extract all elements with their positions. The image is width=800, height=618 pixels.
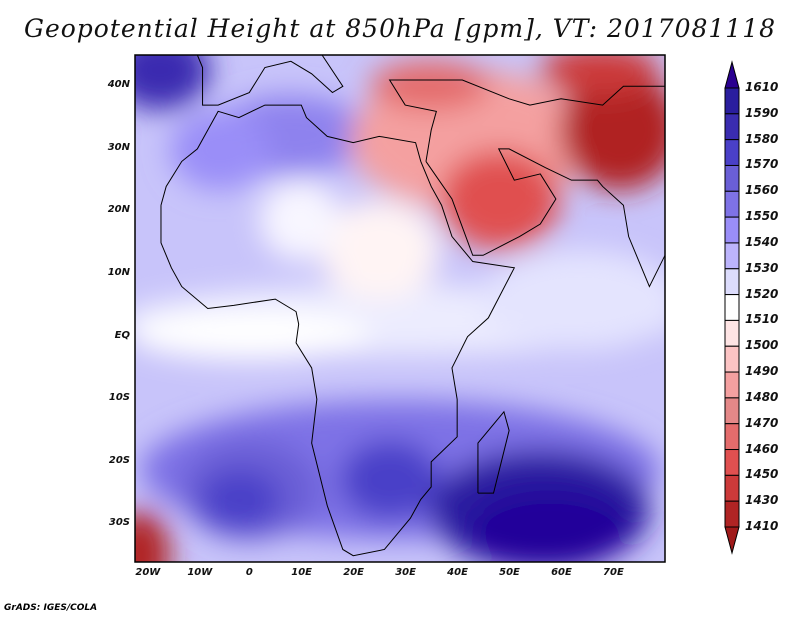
lon-label: 40E [447,567,468,578]
colorbar-swatch [724,423,740,451]
lat-label: 20S [108,454,130,466]
lat-label: 20N [107,204,130,216]
lat-label: 30S [108,517,130,529]
lat-label: 40N [107,79,130,91]
colorbar-label: 1460 [745,441,779,456]
colorbar-swatch [724,319,740,347]
colorbar-label: 1520 [745,286,779,301]
height-field [135,55,665,562]
colorbar-swatch [724,139,740,166]
colorbar-swatch [724,242,740,270]
colorbar-label: 1510 [745,312,779,327]
colorbar-swatch [724,345,740,373]
lat-label: 30N [107,141,130,153]
colorbar-swatch [724,371,740,399]
coastline [477,410,510,494]
colorbar-label: 1580 [745,131,779,146]
colorbar-label: 1570 [745,157,779,172]
colorbar-label: 1480 [745,389,779,404]
colorbar-label: 1610 [745,80,779,94]
map-title: Geopotential Height at 850hPa [gpm], VT:… [23,14,777,43]
colorbar-label: 1490 [745,364,779,379]
map-frame [134,54,666,563]
coastline [160,104,516,557]
colorbar-swatch [724,474,740,502]
lon-label: 10W [187,567,213,578]
colorbar-label: 1540 [745,234,779,249]
colorbar-label: 1590 [745,105,779,120]
lon-label: 30E [395,567,416,578]
lat-label: EQ [114,329,130,341]
lon-label: 70E [603,567,624,578]
colorbar-swatch [724,294,740,321]
lon-label: 10E [291,567,313,578]
colorbar-label: 1560 [745,183,779,198]
colorbar-label: 1530 [745,260,779,275]
lat-label: 10N [107,267,130,279]
lon-label: 50E [499,567,520,578]
colorbar-swatch [724,113,740,141]
colorbar-swatch [724,500,740,528]
colorbar-swatch [724,164,740,192]
colorbar-top-arrow [724,60,740,89]
lon-label: 60E [551,567,572,578]
colorbar-label: 1450 [745,467,779,482]
colorbar-swatch [724,216,740,244]
colorbar-bottom-arrow [724,526,740,555]
colorbar-swatch [724,268,740,296]
colorbar-swatch [724,449,740,476]
colorbar-label: 1550 [745,209,779,224]
credit-text: GrADS: IGES/COLA [4,603,98,613]
colorbar-label: 1410 [745,519,779,533]
lon-label: 20E [343,567,364,578]
colorbar [724,60,740,555]
colorbar-label: 1430 [745,493,779,508]
colorbar-swatch [724,190,740,218]
lon-label: 20W [135,567,161,578]
lat-label: 10S [108,392,130,404]
coastline [388,79,665,162]
colorbar-swatch [724,397,740,425]
colorbar-label: 1500 [745,338,779,353]
coastline [196,55,344,106]
coastline [425,148,665,288]
colorbar-swatch [724,87,740,115]
colorbar-label: 1470 [745,415,779,430]
lon-label: 0 [245,567,253,578]
